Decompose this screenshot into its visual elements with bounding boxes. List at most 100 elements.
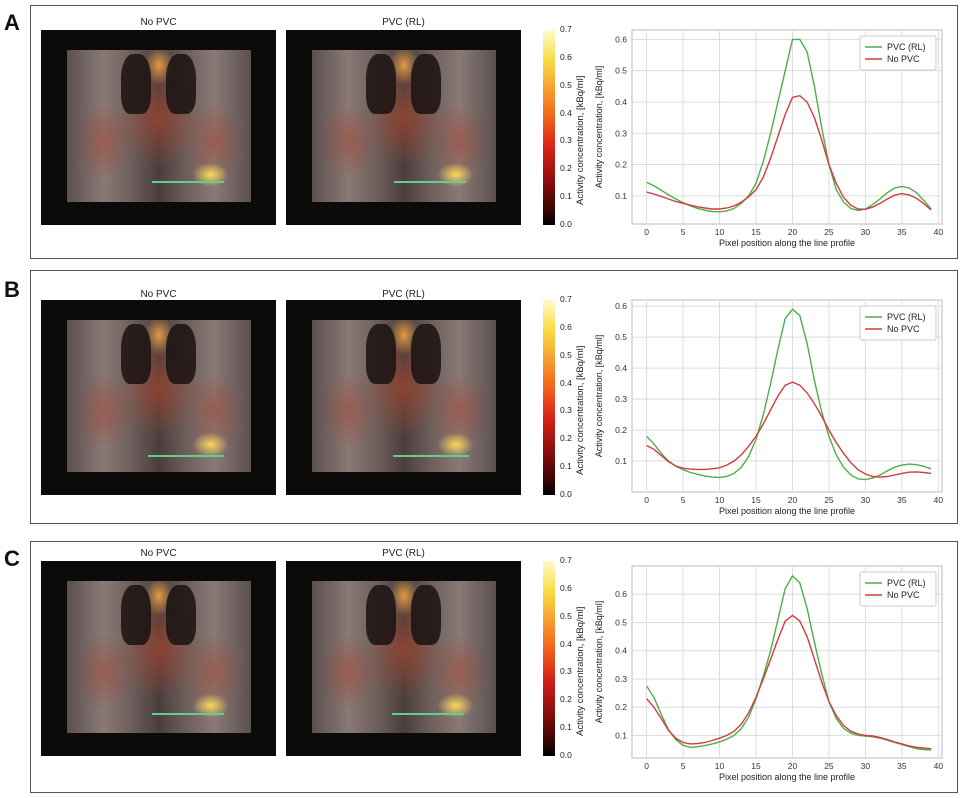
y-tick-label: 0.3 (615, 674, 627, 684)
lung-left (366, 324, 396, 384)
y-tick-label: 0.5 (615, 617, 627, 627)
x-tick-label: 15 (751, 495, 761, 505)
line-profile-marker (152, 181, 224, 183)
image-title-no-pvc-a: No PVC (140, 17, 177, 28)
pet-ct-image-pvc-rl-c (286, 561, 521, 756)
line-profile-chart-a: 0 5 10 15 20 25 30 35 40 0.1 0.2 0.3 0.4 0.5 0.6 Pixel … (594, 29, 944, 248)
y-tick-label: 0.3 (615, 128, 627, 138)
colorbar-tick-label: 0.4 (560, 107, 572, 118)
colorbar-a (543, 30, 555, 225)
y-tick-label: 0.2 (615, 702, 627, 712)
y-tick-label: 0.5 (615, 66, 627, 76)
x-tick-label: 0 (644, 227, 649, 237)
colorbar-tick-label: 0.0 (560, 489, 572, 499)
y-tick-label: 0.6 (615, 301, 627, 311)
colorbar-tick-label: 0.0 (560, 219, 572, 229)
colorbar-tick-label: 0.0 (560, 750, 572, 760)
x-tick-label: 25 (824, 495, 834, 505)
coronal-slice (67, 320, 251, 472)
colorbar-tick-label: 0.6 (560, 321, 572, 332)
colorbar-tick-label: 0.4 (560, 377, 572, 388)
coronal-slice (67, 50, 251, 202)
legend-label: No PVC (887, 590, 920, 600)
colorbar-tick-label: 0.5 (560, 349, 572, 360)
lung-left (121, 324, 151, 384)
x-tick-label: 0 (644, 761, 649, 771)
panel-label-c: C (4, 546, 20, 571)
x-tick-label: 0 (644, 495, 649, 505)
lung-right (166, 585, 196, 645)
legend-label: PVC (RL) (887, 312, 926, 322)
colorbar-tick-label: 0.3 (560, 135, 572, 146)
x-tick-label: 20 (788, 227, 798, 237)
series-line-pvc-rl (646, 308, 932, 481)
y-axis-label: Activity concentration, [kBq/ml] (594, 335, 604, 458)
x-tick-label: 10 (715, 495, 725, 505)
colorbar-tick-label: 0.2 (560, 163, 572, 174)
y-tick-label: 0.6 (615, 589, 627, 599)
pet-ct-image-no-pvc-c (41, 561, 276, 756)
y-tick-label: 0.2 (615, 425, 627, 435)
image-title-pvc-rl-b: PVC (RL) (382, 289, 425, 300)
lung-left (121, 585, 151, 645)
line-profile-marker (394, 181, 466, 183)
colorbar-tick-label: 0.6 (560, 582, 572, 593)
x-tick-label: 40 (934, 761, 944, 771)
y-axis-label: Activity concentration, [kBq/ml] (594, 66, 604, 189)
colorbar-tick-label: 0.2 (560, 433, 572, 444)
lung-right (411, 585, 441, 645)
panel-label-b: B (4, 277, 20, 302)
colorbar-tick-label: 0.2 (560, 694, 572, 705)
x-tick-label: 5 (681, 761, 686, 771)
pet-ct-image-pvc-rl-a (286, 30, 521, 225)
colorbar-tick-label: 0.1 (560, 722, 572, 733)
colorbar-b (543, 300, 555, 495)
x-tick-label: 20 (788, 495, 798, 505)
series-line-pvc-rl (646, 38, 932, 213)
pet-ct-image-no-pvc-a (41, 30, 276, 225)
pet-ct-image-pvc-rl-b (286, 300, 521, 495)
colorbar-tick-label: 0.1 (560, 461, 572, 472)
pet-ct-image-no-pvc-b (41, 300, 276, 495)
line-profile-marker (393, 455, 469, 457)
image-title-pvc-rl-a: PVC (RL) (382, 17, 425, 28)
x-tick-label: 40 (934, 495, 944, 505)
x-tick-label: 5 (681, 227, 686, 237)
x-tick-label: 40 (934, 227, 944, 237)
coronal-slice (312, 50, 496, 202)
lung-left (366, 54, 396, 114)
x-axis-label: Pixel position along the line profile (719, 506, 855, 516)
x-axis-label: Pixel position along the line profile (719, 772, 855, 782)
colorbar-tick-label: 0.1 (560, 191, 572, 202)
x-tick-label: 25 (824, 227, 834, 237)
image-title-no-pvc-c: No PVC (140, 548, 177, 559)
image-title-pvc-rl-c: PVC (RL) (382, 548, 425, 559)
x-tick-label: 5 (681, 495, 686, 505)
y-tick-label: 0.3 (615, 394, 627, 404)
y-axis-label: Activity concentration, [kBq/ml] (594, 601, 604, 724)
lung-right (166, 54, 196, 114)
colorbar-axis-label: Activity concentration, [kBq/ml] (575, 606, 586, 736)
colorbar-tick-label: 0.7 (560, 24, 572, 34)
series-line-no-pvc (646, 614, 932, 750)
y-tick-label: 0.4 (615, 97, 627, 107)
y-tick-label: 0.6 (615, 34, 627, 44)
lung-left (366, 585, 396, 645)
line-profile-chart-b: 0 5 10 15 20 25 30 35 40 0.1 0.2 0.3 0.4 0.5 0.6 Pixel … (594, 299, 944, 516)
x-tick-label: 30 (861, 227, 871, 237)
lung-right (411, 54, 441, 114)
x-tick-label: 35 (897, 495, 907, 505)
colorbar-tick-label: 0.4 (560, 638, 572, 649)
y-tick-label: 0.1 (615, 456, 627, 466)
x-tick-label: 15 (751, 761, 761, 771)
line-profile-marker (152, 713, 224, 715)
x-tick-label: 15 (751, 227, 761, 237)
colorbar-tick-label: 0.3 (560, 666, 572, 677)
coronal-slice (312, 581, 496, 733)
y-tick-label: 0.4 (615, 363, 627, 373)
x-tick-label: 35 (897, 761, 907, 771)
colorbar-tick-label: 0.6 (560, 51, 572, 62)
lung-right (166, 324, 196, 384)
x-tick-label: 25 (824, 761, 834, 771)
legend-box (859, 35, 937, 71)
